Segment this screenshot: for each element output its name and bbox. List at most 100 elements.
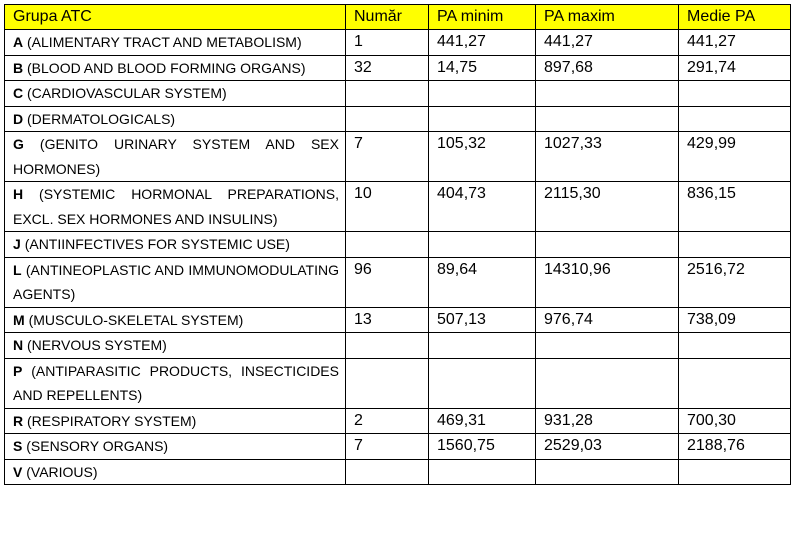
table-row: R (RESPIRATORY SYSTEM) 2 469,31 931,28 700,3… (4, 407, 791, 434)
empty-cell (678, 231, 791, 258)
atc-group-cell: C (CARDIOVASCULAR SYSTEM) (4, 80, 346, 107)
table-row: S (SENSORY ORGANS) 7 1560,75 2529,03 2188,76 (4, 433, 791, 460)
value-cell: 96 (345, 256, 429, 308)
value-cell: 32 (345, 54, 429, 81)
value-cell: 14310,96 (535, 256, 679, 308)
table-row: N (NERVOUS SYSTEM) (4, 332, 791, 359)
value-cell: 2 (345, 407, 429, 434)
empty-cell (535, 231, 679, 258)
atc-code: G (13, 136, 24, 152)
empty-cell (345, 231, 429, 258)
value-cell: 897,68 (535, 54, 679, 81)
value-cell: 507,13 (428, 306, 536, 333)
value-cell: 441,27 (535, 29, 679, 56)
atc-name: (BLOOD AND BLOOD FORMING ORGANS) (27, 59, 306, 76)
table-row: L (ANTINEOPLASTIC AND IMMUNOMODULATING A… (4, 256, 791, 308)
value-cell: 429,99 (678, 131, 791, 182)
atc-name: (SYSTEMIC HORMONAL PREPARATIONS, EXCL. S… (13, 186, 339, 227)
value-cell: 738,09 (678, 306, 791, 333)
table-body: A (ALIMENTARY TRACT AND METABOLISM) 1 441,… (4, 29, 791, 485)
atc-code: L (13, 261, 22, 278)
empty-cell (345, 458, 429, 485)
empty-cell (678, 332, 791, 359)
header-cell: Număr (345, 4, 429, 30)
value-cell: 441,27 (428, 29, 536, 56)
value-cell: 1027,33 (535, 131, 679, 182)
atc-group-cell: M (MUSCULO-SKELETAL SYSTEM) (4, 306, 346, 333)
empty-cell (428, 80, 536, 107)
value-cell: 1560,75 (428, 433, 536, 460)
table-row: V (VARIOUS) (4, 458, 791, 485)
value-cell: 404,73 (428, 181, 536, 232)
empty-cell (535, 357, 679, 409)
atc-group-cell: S (SENSORY ORGANS) (4, 433, 346, 460)
atc-code: M (13, 311, 25, 328)
value-cell: 7 (345, 131, 429, 182)
table-row: C (CARDIOVASCULAR SYSTEM) (4, 80, 791, 107)
empty-cell (428, 458, 536, 485)
empty-cell (345, 332, 429, 359)
atc-name: (NERVOUS SYSTEM) (27, 337, 167, 353)
value-cell: 13 (345, 306, 429, 333)
empty-cell (428, 332, 536, 359)
value-cell: 2529,03 (535, 433, 679, 460)
table-row: B (BLOOD AND BLOOD FORMING ORGANS) 32 14,7… (4, 54, 791, 81)
value-cell: 89,64 (428, 256, 536, 308)
table-row: P (ANTIPARASITIC PRODUCTS, INSECTICIDES … (4, 357, 791, 409)
atc-group-cell: J (ANTIINFECTIVES FOR SYSTEMIC USE) (4, 231, 346, 258)
atc-group-cell: R (RESPIRATORY SYSTEM) (4, 407, 346, 434)
atc-name: (ANTIINFECTIVES FOR SYSTEMIC USE) (24, 236, 290, 252)
atc-group-cell: B (BLOOD AND BLOOD FORMING ORGANS) (4, 54, 346, 81)
header-cell: PA maxim (535, 4, 679, 30)
empty-cell (678, 80, 791, 107)
empty-cell (345, 80, 429, 107)
value-cell: 836,15 (678, 181, 791, 232)
atc-name: (SENSORY ORGANS) (26, 438, 169, 454)
atc-name: (RESPIRATORY SYSTEM) (27, 412, 197, 429)
atc-code: P (13, 362, 23, 379)
atc-group-cell: P (ANTIPARASITIC PRODUCTS, INSECTICIDES … (4, 357, 346, 409)
atc-code: D (13, 110, 24, 127)
empty-cell (678, 458, 791, 485)
atc-group-cell: H (SYSTEMIC HORMONAL PREPARATIONS, EXCL.… (4, 181, 346, 232)
empty-cell (345, 105, 429, 132)
atc-code: B (13, 59, 24, 76)
empty-cell (678, 357, 791, 409)
value-cell: 441,27 (678, 29, 791, 56)
value-cell: 2516,72 (678, 256, 791, 308)
atc-group-cell: N (NERVOUS SYSTEM) (4, 332, 346, 359)
empty-cell (535, 332, 679, 359)
atc-name: (DERMATOLOGICALS) (27, 110, 176, 127)
empty-cell (428, 105, 536, 132)
atc-name: (ALIMENTARY TRACT AND METABOLISM) (27, 34, 302, 50)
table-row: G (GENITO URINARY SYSTEM AND SEX HORMONE… (4, 131, 791, 182)
empty-cell (535, 105, 679, 132)
value-cell: 1 (345, 29, 429, 56)
atc-code: R (13, 412, 24, 429)
atc-group-cell: G (GENITO URINARY SYSTEM AND SEX HORMONE… (4, 131, 346, 182)
header-row: Grupa ATC Număr PA minim PA maxim Medie PA (4, 4, 791, 30)
value-cell: 105,32 (428, 131, 536, 182)
value-cell: 469,31 (428, 407, 536, 434)
table-row: J (ANTIINFECTIVES FOR SYSTEMIC USE) (4, 231, 791, 258)
value-cell: 976,74 (535, 306, 679, 333)
atc-code: V (13, 463, 23, 480)
atc-code: A (13, 34, 24, 50)
atc-group-cell: L (ANTINEOPLASTIC AND IMMUNOMODULATING A… (4, 256, 346, 308)
value-cell: 700,30 (678, 407, 791, 434)
atc-code: N (13, 337, 24, 353)
empty-cell (535, 80, 679, 107)
atc-table: Grupa ATC Număr PA minim PA maxim Medie PA A… (4, 4, 791, 485)
value-cell: 931,28 (535, 407, 679, 434)
value-cell: 291,74 (678, 54, 791, 81)
value-cell: 10 (345, 181, 429, 232)
atc-code: C (13, 85, 24, 101)
table-row: H (SYSTEMIC HORMONAL PREPARATIONS, EXCL.… (4, 181, 791, 232)
atc-name: (CARDIOVASCULAR SYSTEM) (27, 85, 227, 101)
header-cell: Medie PA (678, 4, 791, 30)
value-cell: 2188,76 (678, 433, 791, 460)
empty-cell (428, 357, 536, 409)
atc-name: (VARIOUS) (26, 463, 98, 480)
empty-cell (428, 231, 536, 258)
